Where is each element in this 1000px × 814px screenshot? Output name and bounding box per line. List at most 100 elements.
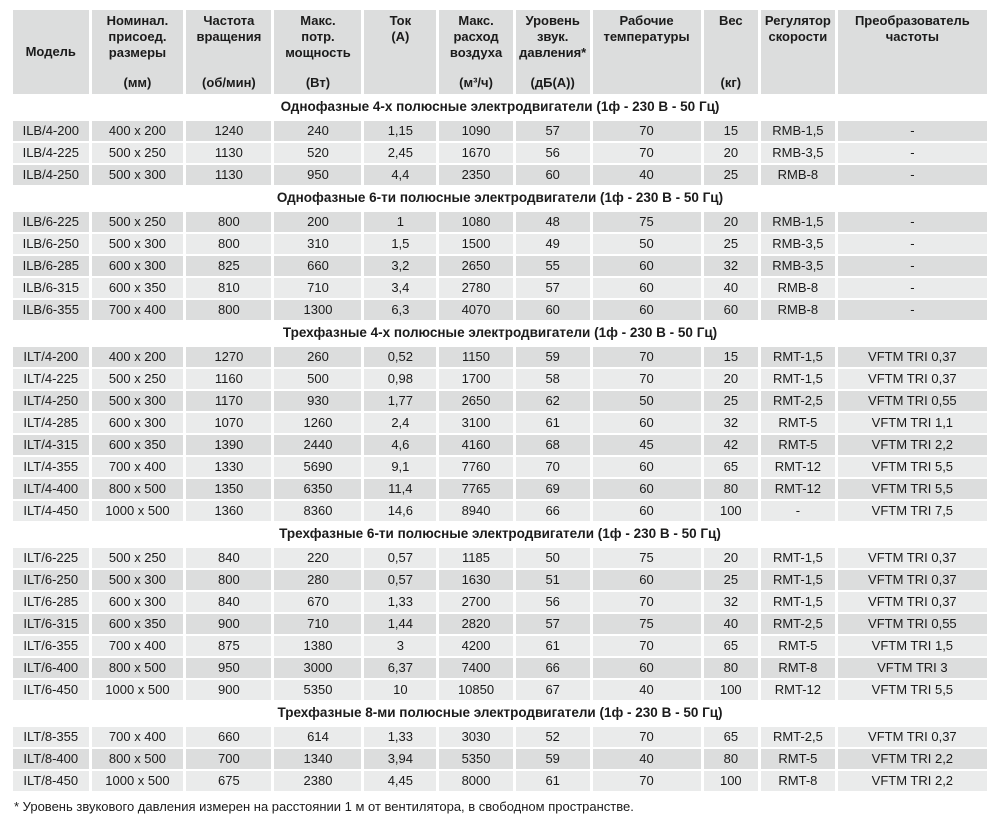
- cell-noise: 62: [515, 391, 590, 411]
- cell-dims: 600 x 350: [91, 435, 184, 455]
- section-header-row: Однофазные 4-х полюсные электродвигатели…: [13, 96, 987, 119]
- table-row: ILB/6-225 500 x 250 800 200 1 1080 48 75 20 RMB-1…: [13, 212, 987, 232]
- cell-airflow: 2820: [439, 614, 513, 634]
- cell-noise: 66: [515, 658, 590, 678]
- cell-current: 3,94: [364, 749, 437, 769]
- column-header-airflow: Макс. расход воздуха (м³/ч): [439, 10, 513, 94]
- cell-noise: 59: [515, 749, 590, 769]
- cell-rpm: 1350: [186, 479, 272, 499]
- cell-model: ILT/4-400: [13, 479, 89, 499]
- cell-power: 2380: [274, 771, 362, 791]
- cell-power: 5690: [274, 457, 362, 477]
- cell-converter: VFTM TRI 3: [837, 658, 987, 678]
- cell-regulator: RMT-12: [761, 457, 835, 477]
- cell-converter: -: [837, 165, 987, 185]
- cell-weight: 100: [703, 680, 759, 700]
- cell-rpm: 800: [186, 234, 272, 254]
- cell-model: ILB/6-355: [13, 300, 89, 320]
- cell-weight: 32: [703, 256, 759, 276]
- table-row: ILT/6-250 500 x 300 800 280 0,57 1630 51 60 25 RM…: [13, 570, 987, 590]
- cell-dims: 400 x 200: [91, 121, 184, 141]
- column-header-current: Ток (А): [364, 10, 437, 94]
- cell-weight: 100: [703, 501, 759, 521]
- cell-power: 260: [274, 347, 362, 367]
- section-title: Однофазные 6-ти полюсные электродвигател…: [13, 187, 987, 210]
- cell-converter: VFTM TRI 5,5: [837, 680, 987, 700]
- cell-converter: VFTM TRI 1,5: [837, 636, 987, 656]
- column-header-dims: Номинал. присоед. размеры (мм): [91, 10, 184, 94]
- cell-converter: -: [837, 212, 987, 232]
- cell-temp: 70: [592, 592, 701, 612]
- table-row: ILT/4-250 500 x 300 1170 930 1,77 2650 62 50 25 R…: [13, 391, 987, 411]
- column-header-label: Макс. расход воздуха: [449, 13, 503, 60]
- cell-power: 2440: [274, 435, 362, 455]
- cell-weight: 15: [703, 121, 759, 141]
- column-header-unit: (кг): [720, 75, 742, 91]
- cell-noise: 51: [515, 570, 590, 590]
- cell-noise: 61: [515, 636, 590, 656]
- cell-rpm: 900: [186, 680, 272, 700]
- cell-converter: VFTM TRI 0,37: [837, 727, 987, 747]
- cell-rpm: 800: [186, 570, 272, 590]
- cell-weight: 40: [703, 614, 759, 634]
- cell-model: ILT/6-225: [13, 548, 89, 568]
- cell-current: 4,4: [364, 165, 437, 185]
- cell-converter: VFTM TRI 0,37: [837, 570, 987, 590]
- section-title: Трехфазные 8-ми полюсные электродвигател…: [13, 702, 987, 725]
- table-row: ILT/4-200 400 x 200 1270 260 0,52 1150 59 70 15 R…: [13, 347, 987, 367]
- cell-weight: 25: [703, 570, 759, 590]
- table-row: ILT/4-355 700 x 400 1330 5690 9,1 7760 70 60 65 R…: [13, 457, 987, 477]
- cell-converter: -: [837, 256, 987, 276]
- cell-power: 660: [274, 256, 362, 276]
- table-header-row: Модель Номинал. присоед. размеры (мм) Частота…: [13, 10, 987, 94]
- cell-regulator: RMT-2,5: [761, 391, 835, 411]
- cell-weight: 25: [703, 234, 759, 254]
- column-header-label: Частота вращения: [196, 13, 262, 44]
- cell-regulator: RMT-8: [761, 658, 835, 678]
- cell-airflow: 3030: [439, 727, 513, 747]
- cell-regulator: RMT-5: [761, 749, 835, 769]
- cell-power: 1380: [274, 636, 362, 656]
- cell-dims: 600 x 350: [91, 278, 184, 298]
- cell-model: ILB/4-250: [13, 165, 89, 185]
- table-row: ILT/4-315 600 x 350 1390 2440 4,6 4160 68 45 42 R…: [13, 435, 987, 455]
- cell-weight: 25: [703, 165, 759, 185]
- cell-power: 614: [274, 727, 362, 747]
- cell-model: ILB/6-315: [13, 278, 89, 298]
- cell-rpm: 1170: [186, 391, 272, 411]
- cell-airflow: 7765: [439, 479, 513, 499]
- cell-weight: 32: [703, 413, 759, 433]
- cell-regulator: RMT-5: [761, 636, 835, 656]
- cell-model: ILT/4-450: [13, 501, 89, 521]
- cell-rpm: 1360: [186, 501, 272, 521]
- cell-weight: 65: [703, 636, 759, 656]
- cell-dims: 500 x 300: [91, 391, 184, 411]
- cell-airflow: 1150: [439, 347, 513, 367]
- cell-airflow: 1080: [439, 212, 513, 232]
- cell-regulator: RMT-1,5: [761, 369, 835, 389]
- table-row: ILB/6-315 600 x 350 810 710 3,4 2780 57 60 40 RMB…: [13, 278, 987, 298]
- cell-power: 310: [274, 234, 362, 254]
- section-title: Трехфазные 4-х полюсные электродвигатели…: [13, 322, 987, 345]
- column-header-unit: (Вт): [305, 75, 331, 91]
- cell-current: 0,57: [364, 548, 437, 568]
- cell-dims: 700 x 400: [91, 457, 184, 477]
- column-header-label: Вес: [718, 13, 743, 28]
- cell-weight: 20: [703, 143, 759, 163]
- cell-temp: 75: [592, 212, 701, 232]
- cell-rpm: 800: [186, 300, 272, 320]
- section-title: Однофазные 4-х полюсные электродвигатели…: [13, 96, 987, 119]
- column-header-label: Макс. потр. мощность: [285, 13, 351, 60]
- column-header-label: Номинал. присоед. размеры: [106, 13, 169, 60]
- cell-temp: 40: [592, 165, 701, 185]
- table-row: ILB/6-285 600 x 300 825 660 3,2 2650 55 60 32 RMB…: [13, 256, 987, 276]
- cell-power: 710: [274, 278, 362, 298]
- table-row: ILT/6-355 700 x 400 875 1380 3 4200 61 70 65 RMT-…: [13, 636, 987, 656]
- cell-weight: 80: [703, 749, 759, 769]
- table-row: ILT/8-400 800 x 500 700 1340 3,94 5350 59 40 80 R…: [13, 749, 987, 769]
- cell-converter: VFTM TRI 0,37: [837, 548, 987, 568]
- cell-current: 0,57: [364, 570, 437, 590]
- cell-airflow: 4160: [439, 435, 513, 455]
- cell-model: ILT/4-200: [13, 347, 89, 367]
